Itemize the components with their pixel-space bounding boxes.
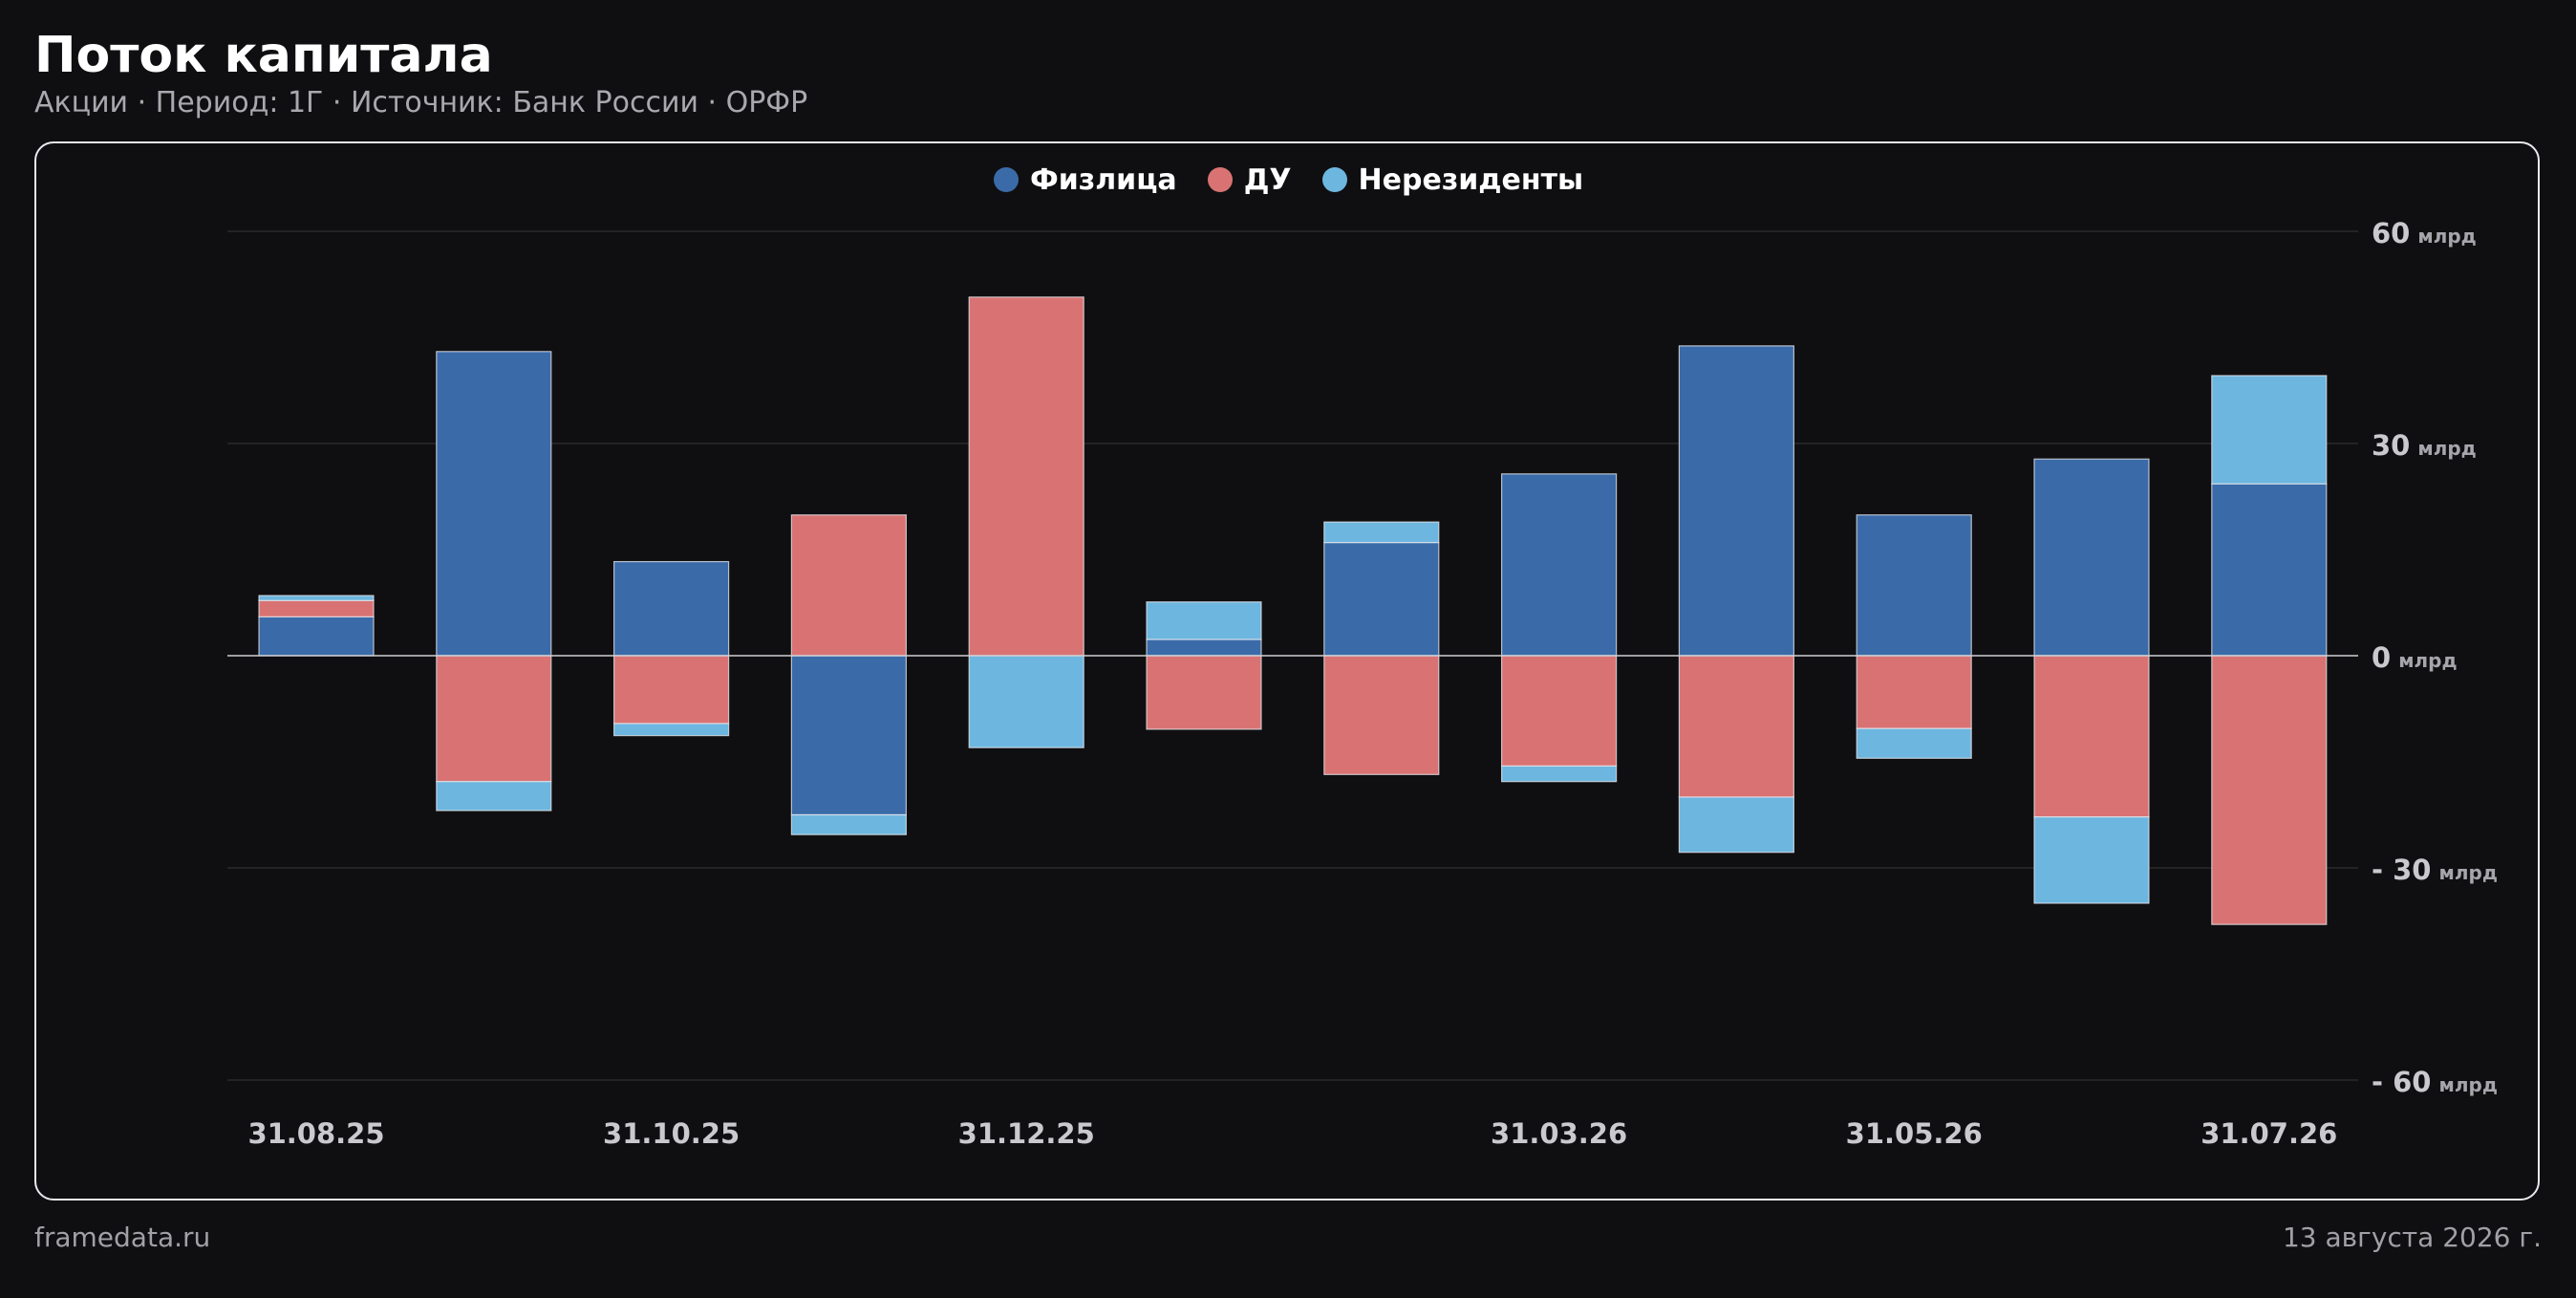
bar-nonresidents xyxy=(2033,816,2150,904)
bar-nonresidents xyxy=(1678,796,1795,854)
bar-du xyxy=(1678,655,1795,798)
legend-label: Нерезиденты xyxy=(1358,162,1584,197)
x-tick-label: 31.07.26 xyxy=(2200,1117,2337,1150)
bar-du xyxy=(612,655,730,725)
legend-dot-icon xyxy=(994,167,1019,192)
x-tick-label: 31.03.26 xyxy=(1491,1117,1627,1150)
chart-frame xyxy=(34,141,2540,1201)
chart-legend: Физлица ДУ Нерезиденты xyxy=(994,159,1614,201)
legend-label: Физлица xyxy=(1030,162,1177,197)
legend-item-individuals[interactable]: Физлица xyxy=(994,163,1177,197)
bar-individuals xyxy=(1856,514,1972,657)
x-tick-label: 31.05.26 xyxy=(1846,1117,1983,1150)
bar-individuals xyxy=(1146,638,1262,657)
bar-individuals xyxy=(2211,483,2328,657)
bar-nonresidents xyxy=(790,813,908,835)
bar-individuals xyxy=(612,560,730,657)
bar-du xyxy=(968,296,1084,657)
bar-individuals xyxy=(1323,541,1440,657)
bar-du xyxy=(258,599,375,617)
y-tick-label: - 60 млрд xyxy=(2372,1066,2498,1098)
y-tick-label: 0 млрд xyxy=(2372,641,2458,674)
bar-nonresidents xyxy=(2211,375,2328,485)
y-tick-label: 30 млрд xyxy=(2372,429,2477,462)
bar-nonresidents xyxy=(1500,765,1618,783)
bar-nonresidents xyxy=(1856,727,1972,759)
bar-individuals xyxy=(436,351,552,657)
bar-du xyxy=(1856,655,1972,729)
legend-dot-icon xyxy=(1207,167,1233,192)
x-tick-label: 31.10.25 xyxy=(603,1117,740,1150)
y-tick-label: 60 млрд xyxy=(2372,217,2477,249)
bar-du xyxy=(2211,655,2328,925)
bar-individuals xyxy=(790,655,908,816)
bar-du xyxy=(790,514,908,657)
page-subtitle: Акции · Период: 1Г · Источник: Банк Росс… xyxy=(34,86,808,119)
bar-du xyxy=(436,655,552,783)
bar-individuals xyxy=(1678,345,1795,657)
bar-nonresidents xyxy=(436,781,552,811)
page-title: Поток капитала xyxy=(34,27,493,84)
bar-nonresidents xyxy=(1323,521,1440,544)
legend-label: ДУ xyxy=(1243,162,1292,197)
bar-individuals xyxy=(258,616,375,657)
y-tick-label: - 30 млрд xyxy=(2372,854,2498,886)
bar-nonresidents xyxy=(968,655,1084,748)
bar-nonresidents xyxy=(612,723,730,737)
x-tick-label: 31.08.25 xyxy=(247,1117,384,1150)
bar-individuals xyxy=(1500,473,1618,657)
x-tick-label: 31.12.25 xyxy=(958,1117,1095,1150)
bar-du xyxy=(1146,655,1262,730)
source-site[interactable]: framedata.ru xyxy=(34,1222,211,1253)
bar-du xyxy=(1500,655,1618,768)
bar-nonresidents xyxy=(258,595,375,601)
bar-du xyxy=(2033,655,2150,818)
bar-nonresidents xyxy=(1146,601,1262,640)
bar-du xyxy=(1323,655,1440,775)
bar-individuals xyxy=(2033,458,2150,657)
legend-dot-icon xyxy=(1321,167,1347,192)
legend-item-du[interactable]: ДУ xyxy=(1207,162,1292,197)
report-date: 13 августа 2026 г. xyxy=(2282,1222,2542,1253)
legend-item-nonresidents[interactable]: Нерезиденты xyxy=(1321,162,1584,197)
